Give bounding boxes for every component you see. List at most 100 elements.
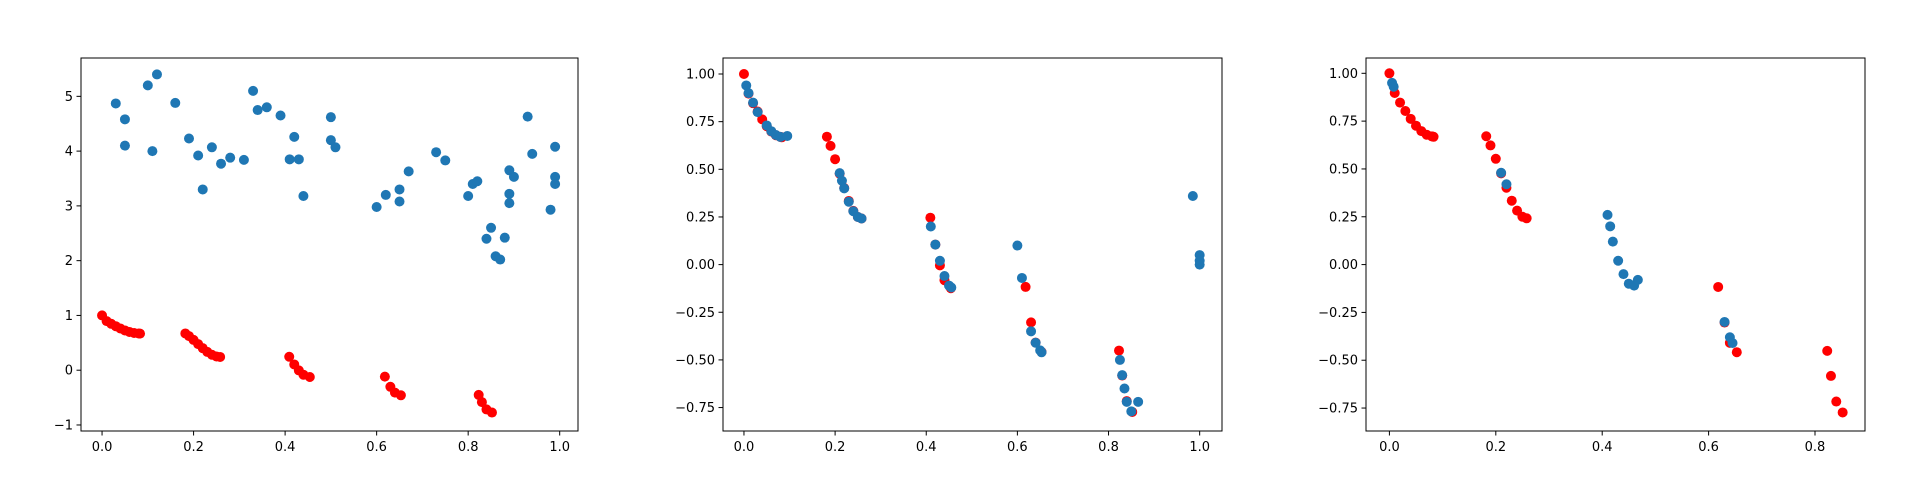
point bbox=[752, 107, 763, 118]
point bbox=[522, 111, 533, 122]
point bbox=[395, 390, 406, 401]
point bbox=[1485, 140, 1496, 151]
y-tick-label: −0.25 bbox=[1318, 306, 1358, 321]
point bbox=[1119, 383, 1130, 394]
point bbox=[216, 158, 227, 169]
point bbox=[1837, 407, 1848, 418]
y-tick-label: 0.50 bbox=[686, 163, 715, 178]
x-tick-label: 0.0 bbox=[734, 440, 755, 455]
point bbox=[821, 131, 832, 142]
point bbox=[170, 97, 181, 108]
x-tick-label: 0.0 bbox=[1379, 440, 1400, 455]
point bbox=[147, 146, 158, 157]
axes-frame bbox=[80, 57, 579, 432]
y-tick-label: 4 bbox=[65, 145, 73, 160]
point bbox=[1727, 338, 1738, 349]
point bbox=[1521, 213, 1532, 224]
point bbox=[1030, 337, 1041, 348]
point bbox=[1506, 195, 1517, 206]
point bbox=[550, 171, 561, 182]
y-tick-label: −1 bbox=[54, 418, 73, 433]
point bbox=[925, 221, 936, 232]
point bbox=[939, 271, 950, 282]
point bbox=[284, 351, 295, 362]
point bbox=[1618, 269, 1629, 280]
point bbox=[550, 178, 561, 189]
y-tick-label: −0.25 bbox=[675, 306, 715, 321]
point bbox=[834, 168, 845, 179]
point bbox=[1613, 255, 1624, 266]
point bbox=[304, 371, 315, 382]
y-tick-label: 5 bbox=[65, 90, 73, 105]
point bbox=[1719, 316, 1730, 327]
point bbox=[431, 147, 442, 158]
point bbox=[394, 196, 405, 207]
y-tick-label: 0.25 bbox=[686, 210, 715, 225]
point bbox=[504, 198, 515, 209]
point bbox=[193, 150, 204, 161]
point bbox=[261, 102, 272, 113]
x-tick-label: 0.4 bbox=[1592, 440, 1613, 455]
axes-frame bbox=[722, 57, 1223, 432]
point bbox=[284, 154, 295, 165]
point bbox=[371, 201, 382, 212]
point bbox=[275, 110, 286, 121]
point bbox=[472, 176, 483, 187]
point bbox=[1822, 345, 1833, 356]
point bbox=[135, 328, 146, 339]
point bbox=[151, 69, 162, 80]
x-tick-label: 0.6 bbox=[366, 440, 387, 455]
point bbox=[1713, 281, 1724, 292]
point bbox=[1126, 406, 1137, 417]
point bbox=[197, 184, 208, 195]
point bbox=[1020, 281, 1031, 292]
point bbox=[856, 213, 867, 224]
point bbox=[1405, 113, 1416, 124]
point bbox=[1501, 179, 1512, 190]
point bbox=[486, 407, 497, 418]
y-tick-label: 0.00 bbox=[686, 258, 715, 273]
point bbox=[1016, 272, 1027, 283]
point bbox=[463, 191, 474, 202]
x-tick-label: 0.2 bbox=[825, 440, 846, 455]
point bbox=[925, 212, 936, 223]
point bbox=[738, 69, 749, 80]
point bbox=[1496, 167, 1507, 178]
y-tick-label: 0.00 bbox=[1329, 258, 1358, 273]
point bbox=[440, 155, 451, 166]
point bbox=[825, 140, 836, 151]
point bbox=[836, 175, 847, 186]
subplot: 0.0 0.2 0.4 0.6 0.8 −0.75 −0.50 −0.25 0.00 0.25 0.… bbox=[1318, 57, 1866, 455]
subplot: 0.0 0.2 0.4 0.6 0.8 1.0 −0.75 −0.50 −0.25 0.00 0.2… bbox=[675, 57, 1223, 455]
point bbox=[1731, 347, 1742, 358]
y-tick-label: 1 bbox=[65, 309, 73, 324]
point bbox=[527, 148, 538, 159]
point bbox=[289, 131, 300, 142]
y-tick-label: 3 bbox=[65, 199, 73, 214]
y-tick-label: −0.50 bbox=[675, 353, 715, 368]
point bbox=[248, 85, 259, 96]
point bbox=[843, 196, 854, 207]
axes-frame bbox=[1365, 57, 1866, 432]
point bbox=[839, 183, 850, 194]
point bbox=[508, 171, 519, 182]
point bbox=[1400, 105, 1411, 116]
point bbox=[934, 255, 945, 266]
point bbox=[1026, 326, 1037, 337]
point bbox=[504, 188, 515, 199]
point bbox=[238, 154, 249, 165]
point bbox=[1632, 274, 1643, 285]
y-tick-label: 0.25 bbox=[1329, 210, 1358, 225]
point bbox=[1121, 396, 1132, 407]
x-tick-label: 0.6 bbox=[1698, 440, 1719, 455]
point bbox=[403, 166, 414, 177]
point bbox=[1194, 259, 1205, 270]
point bbox=[252, 105, 263, 116]
point bbox=[743, 88, 754, 99]
y-tick-label: 0.50 bbox=[1329, 162, 1358, 177]
point bbox=[225, 152, 236, 163]
point bbox=[930, 239, 941, 250]
x-tick-label: 0.8 bbox=[458, 440, 479, 455]
point bbox=[1481, 131, 1492, 142]
point bbox=[1117, 370, 1128, 381]
